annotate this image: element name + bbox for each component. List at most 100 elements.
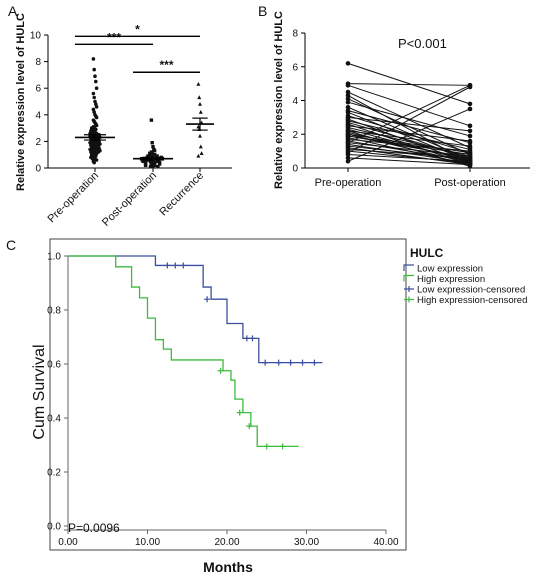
panel-c-censor-mark (262, 359, 269, 366)
legend-line-swatch (403, 274, 414, 282)
panel-a-category-label: Pre-operation (46, 170, 102, 226)
panel-c-censor-mark (299, 359, 306, 366)
panel-c-ytick-label: 0.4 (47, 414, 61, 425)
panel-a: A 0 2 4 6 8 10 Pre-operationPost-operationRecu… (8, 3, 232, 229)
panel-b-pair-line (347, 84, 471, 127)
panel-c-censor-mark (172, 262, 179, 269)
panel-c-letter: C (6, 237, 16, 253)
panel-a-ytick-label: 0 (35, 164, 41, 175)
panel-b-point (345, 104, 351, 110)
panel-b-pair-line (347, 145, 471, 161)
panel-b-pair-line (347, 148, 471, 159)
panel-a-point (92, 67, 96, 72)
panel-a-axes: 0 2 4 6 8 10 Pre-operationPost-operationRecurr… (30, 22, 232, 229)
panel-c-censor-mark (164, 262, 171, 269)
panel-b-point (345, 99, 351, 105)
panel-b-pvalue: P<0.001 (398, 36, 447, 51)
panel-a-point (91, 57, 96, 61)
panel-c-censor-mark (204, 296, 211, 303)
panel-b-point (345, 128, 351, 134)
panel-a-point (197, 95, 202, 100)
panel-a-point (150, 141, 154, 145)
panel-a-significance-label: *** (159, 58, 173, 72)
panel-c-axes: 0.0 0.2 0.4 0.6 0.8 1.0 0.00 10.00 20.00 30.00 40.… (47, 252, 399, 549)
panel-b-point (467, 128, 473, 134)
panel-c-frame (49, 238, 407, 551)
panel-a-point (198, 144, 203, 149)
legend-entry-label: High expression-censored (417, 295, 527, 306)
panel-b-ytick-label: 4 (292, 96, 298, 107)
panel-a-point (143, 163, 148, 168)
panel-b-category-label: Post-operation (434, 177, 506, 189)
panel-a-point (94, 86, 99, 90)
panel-c-pvalue: P=0.0096 (68, 521, 120, 535)
panel-c-censor-mark (275, 359, 282, 366)
panel-b-point (345, 133, 351, 139)
legend-censor-swatch (404, 296, 414, 303)
panel-b-letter: B (258, 3, 267, 19)
panel-b-point (345, 158, 351, 164)
panel-a-ytick-label: 6 (35, 84, 41, 95)
panel-a-point (156, 164, 160, 169)
panel-b-point (345, 110, 351, 115)
panel-a-ytick-label: 2 (35, 137, 41, 148)
panel-b-ylabel: Relative expression level of HULC (273, 11, 285, 189)
panel-c: C 0.0 0.2 0.4 0.6 0.8 1.0 0.00 10.00 20.00 30.00 4… (6, 237, 527, 575)
panel-c-xtick-label: 0.00 (58, 537, 78, 548)
legend-title: HULC (410, 246, 444, 260)
panel-b-pair-line (347, 62, 471, 105)
panel-b-point (345, 96, 351, 102)
panel-c-censor-mark (263, 443, 270, 450)
panel-c-xlabel: Months (203, 559, 253, 575)
panel-b-point (345, 83, 351, 88)
panel-a-ytick-label: 10 (30, 31, 42, 42)
panel-a-point (94, 115, 99, 120)
legend-entry-label: High expression (417, 274, 485, 285)
panel-b-pair-line (347, 125, 471, 142)
panel-c-xtick-label: 40.00 (373, 537, 398, 548)
panel-a-letter: A (8, 3, 18, 19)
panel-c-censor-mark (287, 359, 294, 366)
panel-c-ytick-label: 0.2 (47, 468, 61, 479)
panel-a-point (151, 145, 155, 149)
panel-a-point (91, 91, 96, 96)
panel-b-point (467, 101, 473, 107)
panel-b-point (345, 89, 351, 95)
legend-line-swatch (403, 264, 414, 271)
legend-entry-label: Low expression-censored (417, 285, 525, 296)
panel-a-ylabel: Relative expression level of HULC (15, 13, 27, 191)
legend-entry-label: Low expression (417, 264, 483, 275)
panel-b-point (467, 138, 473, 144)
panel-a-point (92, 95, 96, 100)
panel-b-axes: 0 2 4 6 8 Pre-operation Post-operation (292, 29, 530, 189)
panel-c-censor-mark (217, 367, 224, 374)
panel-a-point (157, 162, 162, 166)
panel-c-ytick-label: 0.6 (47, 360, 61, 371)
panel-c-censor-mark (249, 335, 256, 342)
panel-c-censor-mark (243, 335, 250, 342)
panel-a-point (94, 158, 99, 162)
panel-b-point (345, 152, 351, 157)
panel-c-censor-mark (279, 443, 286, 450)
panel-b-point (467, 158, 473, 164)
panel-b-point (345, 155, 351, 161)
panel-c-censor-mark (311, 359, 318, 366)
panel-b-ytick-label: 8 (292, 29, 298, 40)
panel-b-pair-line (347, 135, 471, 155)
panel-a-point (149, 118, 154, 122)
panel-a-point (94, 79, 98, 84)
panel-c-censor-mark (180, 262, 187, 269)
panel-b-pair-line (347, 130, 471, 167)
legend-censor-swatch (404, 286, 414, 292)
panel-c-censor-mark (246, 423, 253, 430)
panel-b-pair-line (347, 101, 471, 137)
panel-c-survival-curve (68, 255, 323, 364)
panel-b-pair-line (347, 150, 471, 164)
panel-a-point (196, 153, 201, 158)
panel-a-significance-label: * (135, 22, 140, 36)
panel-b-point (467, 143, 473, 149)
panel-b: B 0 2 4 6 8 Pre-operation Post-operation Relat… (258, 3, 530, 189)
panel-c-censor-mark (236, 409, 243, 416)
